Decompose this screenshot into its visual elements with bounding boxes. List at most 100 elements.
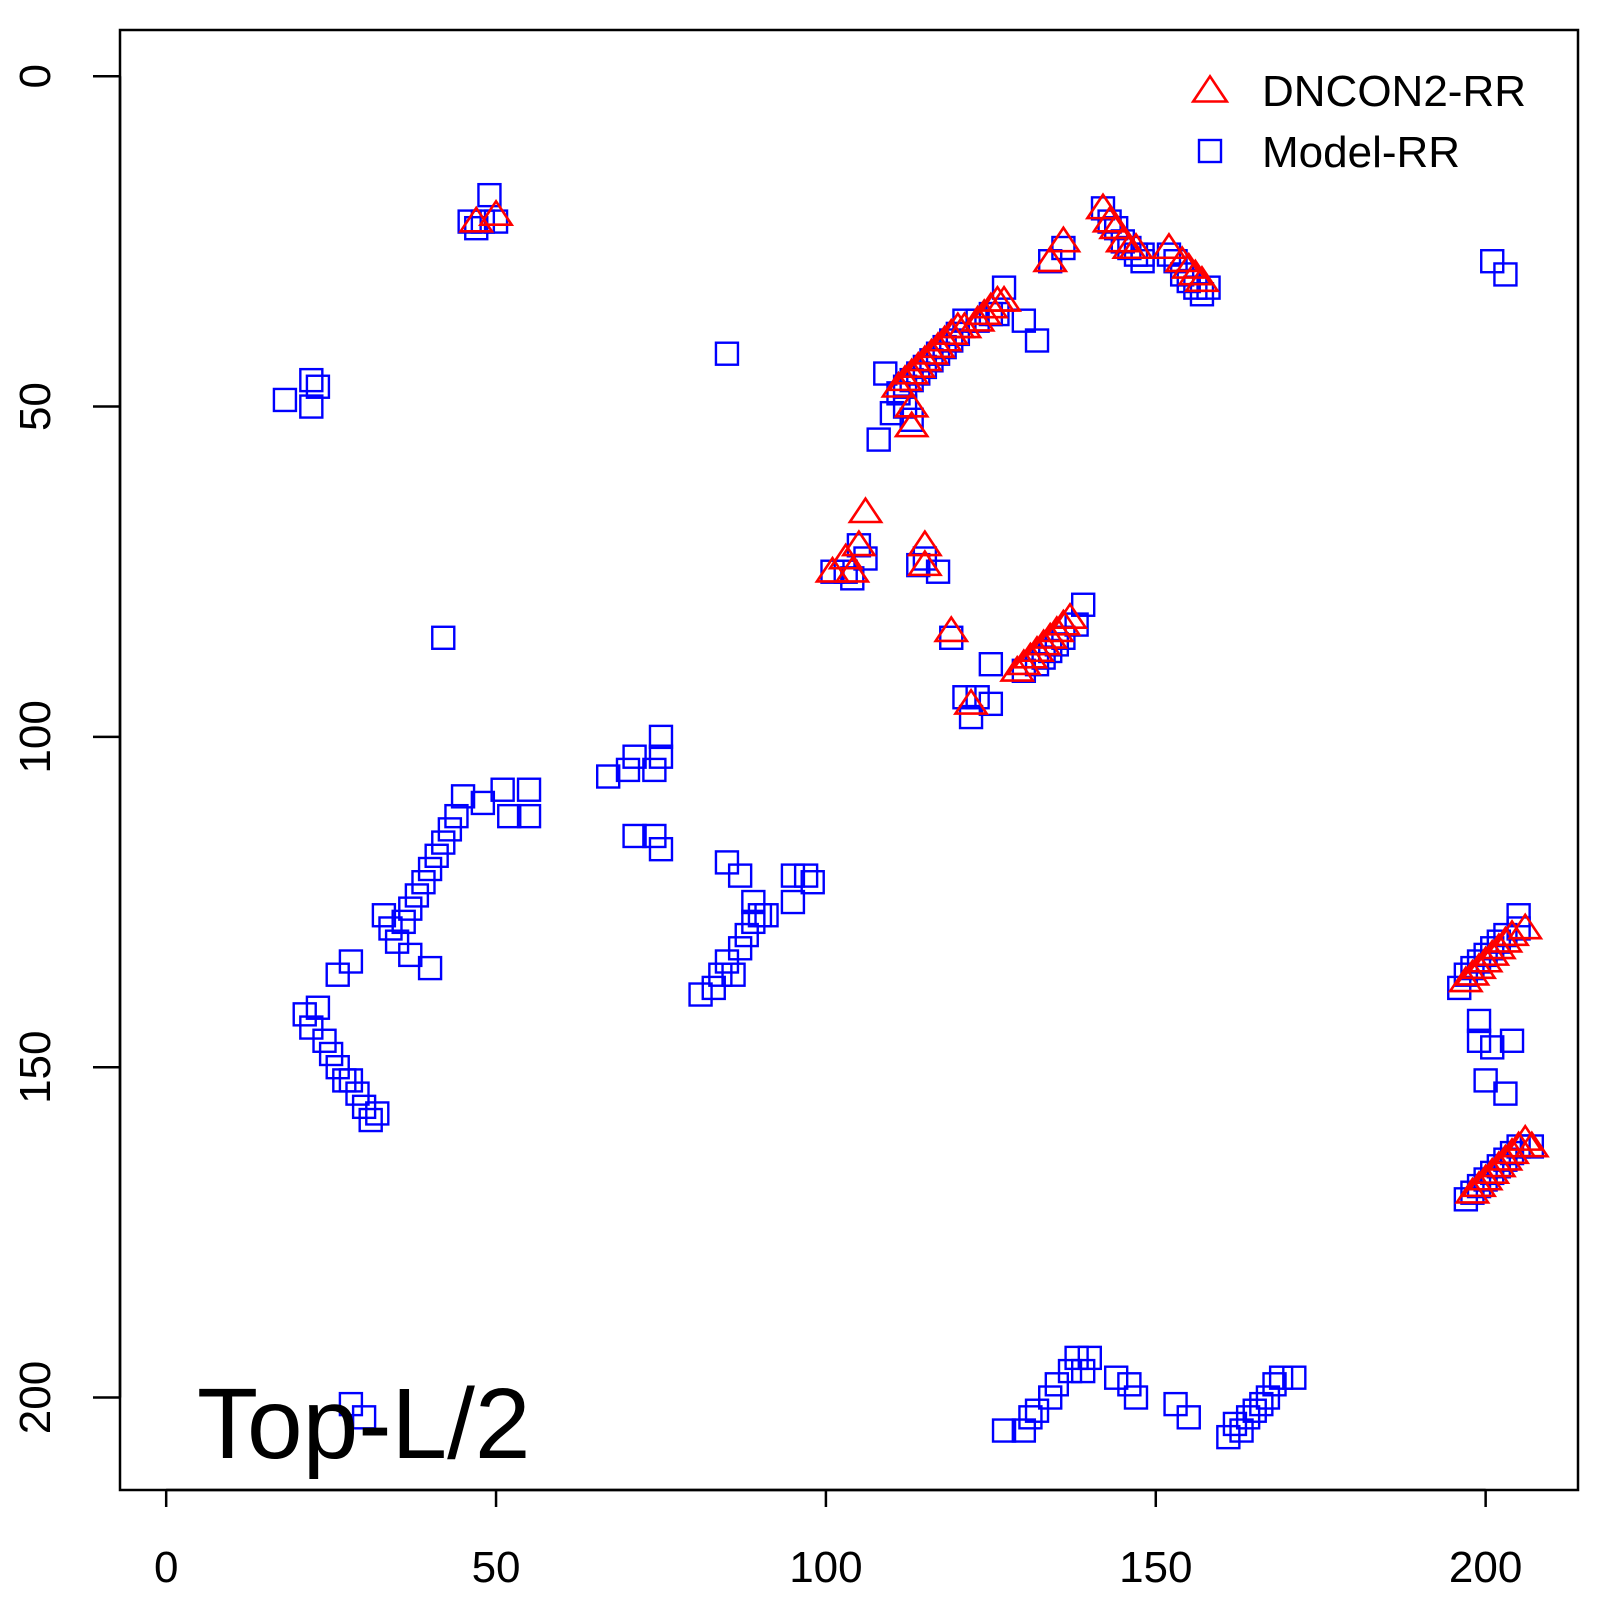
model-rr-point xyxy=(411,870,436,895)
model-rr-point xyxy=(879,400,905,426)
dncon2-rr-point xyxy=(1005,648,1042,676)
dncon2-rr-point xyxy=(1018,635,1056,663)
x-tick-label: 100 xyxy=(789,1543,862,1592)
dncon2-rr-point xyxy=(1091,205,1128,233)
model-rr-point xyxy=(1103,1365,1129,1390)
model-rr-point xyxy=(714,850,740,875)
x-tick-label: 0 xyxy=(154,1543,178,1592)
dncon2-rr-point xyxy=(880,370,917,398)
model-rr-point xyxy=(464,215,489,241)
model-rr-point xyxy=(1123,1385,1149,1410)
model-rr-point xyxy=(1493,1081,1518,1106)
model-rr-point xyxy=(1024,1398,1050,1423)
model-rr-point xyxy=(1229,1418,1254,1443)
dncon2-rr-point xyxy=(1164,245,1201,273)
model-rr-point xyxy=(1077,1345,1103,1371)
model-rr-point xyxy=(365,1101,390,1126)
model-rr-point xyxy=(305,995,331,1020)
legend-marker-model-rr xyxy=(1197,138,1223,164)
model-rr-point xyxy=(391,909,416,935)
dncon2-rr-point xyxy=(1474,1156,1511,1184)
dncon2-rr-point xyxy=(966,298,1003,326)
model-rr-point xyxy=(431,625,456,650)
x-tick-label: 50 xyxy=(472,1543,521,1592)
model-rr-point xyxy=(1018,1405,1043,1430)
model-rr-point xyxy=(318,1041,344,1067)
model-rr-point xyxy=(470,790,496,816)
dncon2-rr-point xyxy=(1480,1150,1517,1178)
dncon2-rr-point xyxy=(1507,912,1544,940)
model-rr-point xyxy=(292,1002,317,1027)
model-rr-point xyxy=(371,903,397,928)
dncon2-rr-point xyxy=(972,291,1009,319)
dncon2-rr-point xyxy=(926,324,963,352)
model-rr-point xyxy=(1255,1385,1281,1410)
y-axis: 0 50 100 150 200 xyxy=(11,64,122,1434)
model-rr-point xyxy=(1473,1068,1498,1093)
model-rr-point xyxy=(1117,1372,1142,1397)
topl2-annotation: Top-L/2 xyxy=(197,1368,531,1480)
model-rr-point xyxy=(958,704,984,730)
model-rr-point xyxy=(299,367,324,393)
model-rr-point xyxy=(727,936,753,961)
model-rr-point xyxy=(1071,592,1096,617)
dncon2-rr-point xyxy=(887,364,924,392)
dncon2-rr-point xyxy=(1513,1130,1550,1158)
model-rr-point xyxy=(1064,1345,1089,1371)
model-rr-point xyxy=(490,777,515,802)
y-tick-label: 0 xyxy=(11,64,60,88)
model-rr-points xyxy=(272,182,1545,1450)
model-rr-point xyxy=(1216,1424,1241,1450)
dncon2-rr-point xyxy=(986,284,1023,312)
dncon2-rr-point xyxy=(893,357,930,385)
model-rr-point xyxy=(516,803,542,829)
model-rr-point xyxy=(1051,235,1076,261)
model-rr-point xyxy=(338,1068,364,1093)
model-rr-point xyxy=(424,843,449,868)
model-rr-point xyxy=(299,394,324,419)
model-rr-point xyxy=(1262,1372,1287,1397)
model-rr-point xyxy=(1466,1008,1492,1034)
model-rr-point xyxy=(497,803,522,829)
model-rr-point xyxy=(1044,1372,1070,1397)
model-rr-point xyxy=(305,374,331,399)
dncon2-rr-point xyxy=(1045,608,1082,636)
dncon2-rr-point xyxy=(1183,265,1220,293)
model-rr-point xyxy=(417,856,443,882)
model-rr-point xyxy=(754,903,779,928)
model-rr-point xyxy=(398,896,423,921)
model-rr-point xyxy=(516,777,542,802)
model-rr-point xyxy=(714,949,740,974)
model-rr-point xyxy=(351,1405,377,1430)
dncon2-rr-point xyxy=(834,555,871,583)
plot-frame xyxy=(118,28,1580,1492)
dncon2-rr-point xyxy=(1032,245,1069,273)
model-rr-point xyxy=(1493,262,1518,287)
model-rr-point xyxy=(688,982,713,1007)
dncon2-rr-point xyxy=(1493,919,1531,947)
legend-marker-dncon2-rr xyxy=(1190,73,1230,103)
model-rr-point xyxy=(1038,1385,1063,1410)
model-rr-point xyxy=(437,817,463,842)
legend: DNCON2-RR Model-RR xyxy=(1190,67,1526,177)
model-rr-point xyxy=(444,803,469,829)
model-rr-point xyxy=(1235,1405,1261,1430)
legend-label-model-rr: Model-RR xyxy=(1262,128,1460,177)
model-rr-point xyxy=(873,361,898,386)
model-rr-point xyxy=(1130,249,1155,274)
model-rr-point xyxy=(272,387,298,413)
model-rr-point xyxy=(1480,1035,1505,1060)
model-rr-point xyxy=(338,1391,364,1417)
model-rr-point xyxy=(338,949,364,974)
y-tick-label: 200 xyxy=(11,1361,60,1434)
model-rr-point xyxy=(780,863,806,888)
model-rr-point xyxy=(351,1094,377,1120)
x-tick-label: 200 xyxy=(1449,1543,1522,1592)
model-rr-point xyxy=(325,962,350,987)
model-rr-point xyxy=(431,830,456,855)
model-rr-point xyxy=(866,427,891,452)
dncon2-rr-point xyxy=(1447,965,1484,993)
model-rr-point xyxy=(1499,1028,1525,1053)
model-rr-point xyxy=(1057,1358,1083,1384)
model-rr-point xyxy=(595,764,621,789)
